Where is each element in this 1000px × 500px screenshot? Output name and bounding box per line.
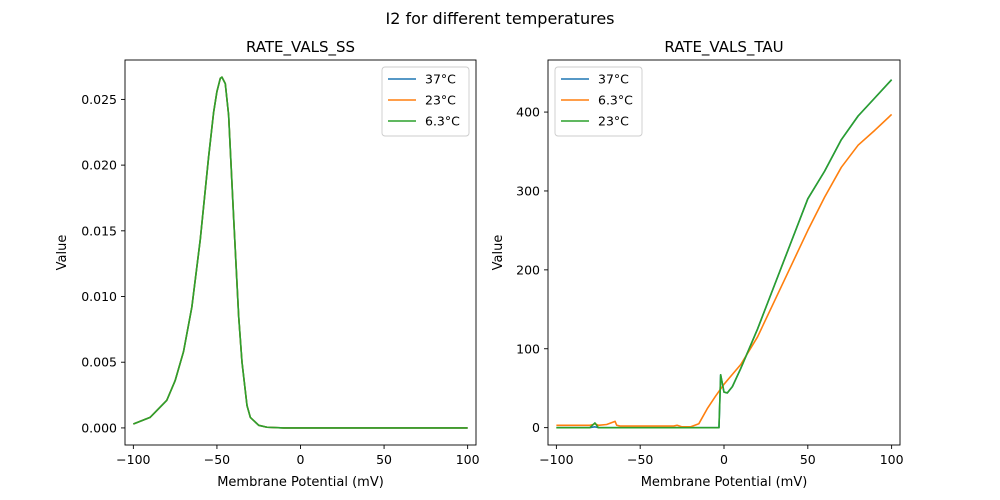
y-tick-label: 0.015 [81, 223, 117, 238]
y-tick-label: 0.005 [81, 355, 117, 370]
y-tick-label: 300 [516, 183, 540, 198]
series-line-3 [133, 76, 468, 429]
legend-label: 37°C [598, 72, 629, 87]
y-tick-label: 400 [516, 105, 540, 120]
series-line-2 [556, 113, 893, 428]
y-tick-label: 0 [532, 420, 540, 435]
x-axis-label: Membrane Potential (mV) [217, 475, 384, 490]
series-line-3 [556, 79, 893, 429]
x-tick-label: −50 [204, 452, 230, 467]
y-tick-label: 200 [516, 262, 540, 277]
legend-box [381, 66, 470, 137]
legend-label: 37°C [425, 72, 456, 87]
x-tick-label: 50 [376, 452, 392, 467]
y-axis-label: Value [491, 235, 506, 271]
series-group [133, 76, 468, 429]
y-tick-label: 0.020 [81, 158, 117, 173]
legend: 37°C 23°C 6.3°C [381, 66, 470, 137]
x-tick-label: −100 [539, 452, 573, 467]
y-tick-label: 0.010 [81, 289, 117, 304]
x-tick-label: 100 [456, 452, 480, 467]
x-tick-label: 0 [297, 452, 305, 467]
x-tick-label: −100 [116, 452, 150, 467]
figure-suptitle: I2 for different temperatures [385, 9, 614, 28]
y-tick-label: 100 [516, 341, 540, 356]
axes-title: RATE_VALS_TAU [664, 38, 783, 57]
legend: 37°C 6.3°C 23°C [554, 66, 643, 137]
series-group [556, 79, 893, 429]
y-tick-label: 0.000 [81, 420, 117, 435]
x-axis-label: Membrane Potential (mV) [641, 475, 808, 490]
x-tick-label: 100 [880, 452, 904, 467]
legend-label: 23°C [598, 114, 629, 129]
legend-label: 6.3°C [598, 93, 633, 108]
legend-label: 23°C [425, 93, 456, 108]
y-tick-label: 0.025 [81, 92, 117, 107]
axes-title: RATE_VALS_SS [246, 38, 355, 57]
y-axis-label: Value [55, 235, 70, 271]
legend-label: 6.3°C [425, 114, 460, 129]
x-tick-label: −50 [627, 452, 653, 467]
legend-box [554, 66, 643, 137]
x-tick-label: 0 [720, 452, 728, 467]
x-tick-label: 50 [800, 452, 816, 467]
chart-panel-1: −100 −50 0 50 100 0.000 0.005 0.010 0.015 0.020 0.… [55, 38, 480, 490]
chart-panel-2: −100 −50 0 50 100 0 100 200 300 400 RATE_VALS_TAU M… [491, 38, 904, 490]
